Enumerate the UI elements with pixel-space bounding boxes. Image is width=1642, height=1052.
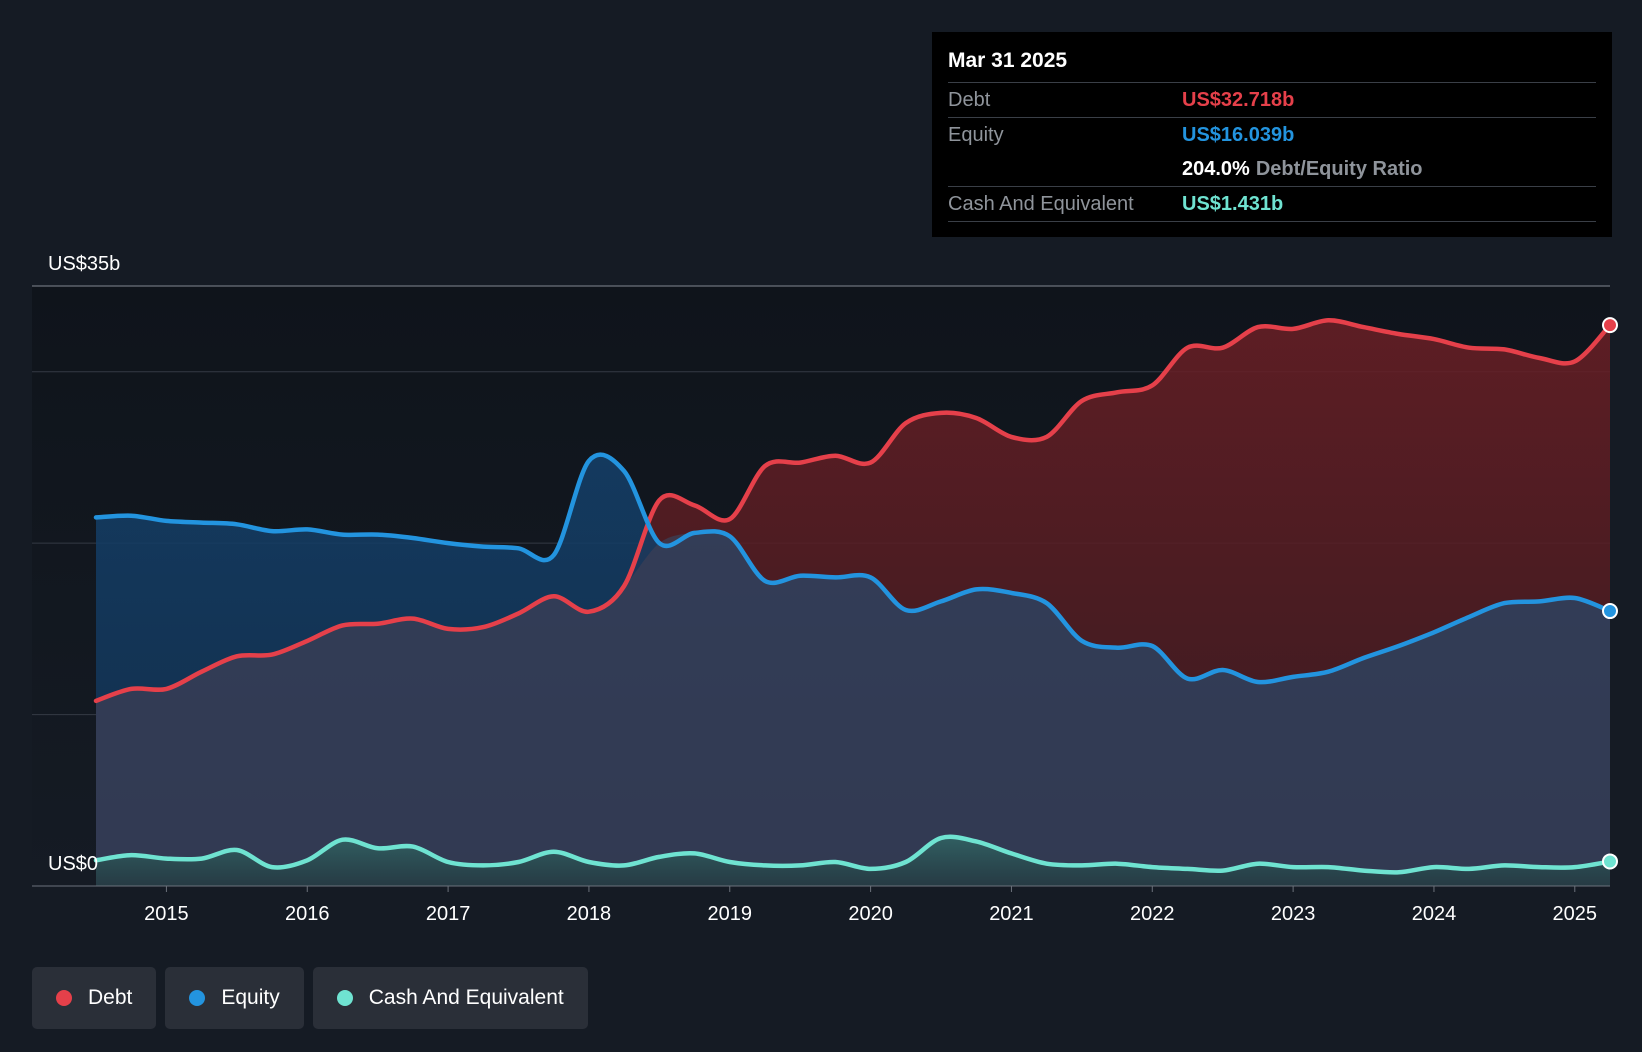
tooltip-debt-label: Debt	[948, 89, 991, 111]
tooltip-cash-label: Cash And Equivalent	[948, 193, 1134, 215]
debt-endpoint-marker	[1602, 317, 1618, 334]
legend-item-debt[interactable]: Debt	[32, 967, 157, 1029]
tooltip: Mar 31 2025 Debt US$32.718b Equity US$16…	[932, 32, 1612, 237]
cash-endpoint-marker	[1602, 853, 1618, 870]
tooltip-cash-value: US$1.431b	[1182, 193, 1284, 215]
legend-item-cash[interactable]: Cash And Equivalent	[312, 967, 588, 1029]
debt-equity-chart: US$35b US$0 2015 2016 2017 2018 2019 2020 2021…	[32, 253, 1618, 925]
legend-label-equity: Equity	[221, 986, 280, 1009]
tooltip-equity-row: Equity US$16.039b	[948, 118, 1596, 152]
tooltip-ratio-value: 204.0%	[1182, 158, 1250, 180]
x-axis-ticks: 2015 2016 2017 2018 2019 2020 2021 2022 2023 2024…	[32, 885, 1610, 925]
x-tick-label: 2018	[567, 903, 612, 925]
tooltip-ratio-row: 204.0% Debt/Equity Ratio	[948, 152, 1596, 187]
tooltip-date: Mar 31 2025	[948, 46, 1596, 83]
x-tick-label: 2016	[285, 903, 330, 925]
legend-label-cash: Cash And Equivalent	[368, 986, 564, 1009]
cash-line	[93, 834, 1613, 875]
series-endpoints	[1602, 317, 1618, 870]
cash-area-top	[96, 836, 1610, 886]
x-tick-label: 2015	[144, 903, 189, 925]
equity-endpoint-marker	[1602, 603, 1618, 620]
x-tick-label: 2023	[1271, 903, 1316, 925]
y-axis-top-label: US$35b	[48, 253, 120, 275]
x-tick-label: 2022	[1130, 903, 1175, 925]
legend-label-debt: Debt	[88, 986, 133, 1009]
tooltip-debt-value: US$32.718b	[1182, 89, 1295, 111]
series-areas	[96, 320, 1610, 886]
legend-item-equity[interactable]: Equity	[165, 967, 304, 1029]
x-tick-label: 2019	[708, 903, 753, 925]
tooltip-equity-value: US$16.039b	[1182, 124, 1295, 146]
equity-dot-icon	[189, 990, 206, 1006]
tooltip-ratio-spacer	[948, 152, 1182, 186]
cash-dot-icon	[336, 990, 353, 1006]
x-tick-label: 2020	[848, 903, 893, 925]
legend: Debt Equity Cash And Equivalent	[32, 967, 588, 1029]
tooltip-ratio-label: Debt/Equity Ratio	[1255, 158, 1423, 180]
y-axis-bottom-label: US$0	[48, 853, 98, 875]
overlap-area	[96, 531, 1610, 886]
x-tick-label: 2017	[426, 903, 471, 925]
x-tick-label: 2024	[1412, 903, 1457, 925]
series-lines	[93, 318, 1613, 875]
tooltip-cash-row: Cash And Equivalent US$1.431b	[948, 187, 1596, 222]
tooltip-equity-label: Equity	[948, 124, 1004, 146]
equity-line	[93, 452, 1613, 685]
x-tick-label: 2021	[989, 903, 1034, 925]
debt-line	[93, 318, 1613, 704]
x-tick-label: 2025	[1553, 903, 1598, 925]
tooltip-debt-row: Debt US$32.718b	[948, 83, 1596, 118]
debt-dot-icon	[56, 990, 72, 1006]
